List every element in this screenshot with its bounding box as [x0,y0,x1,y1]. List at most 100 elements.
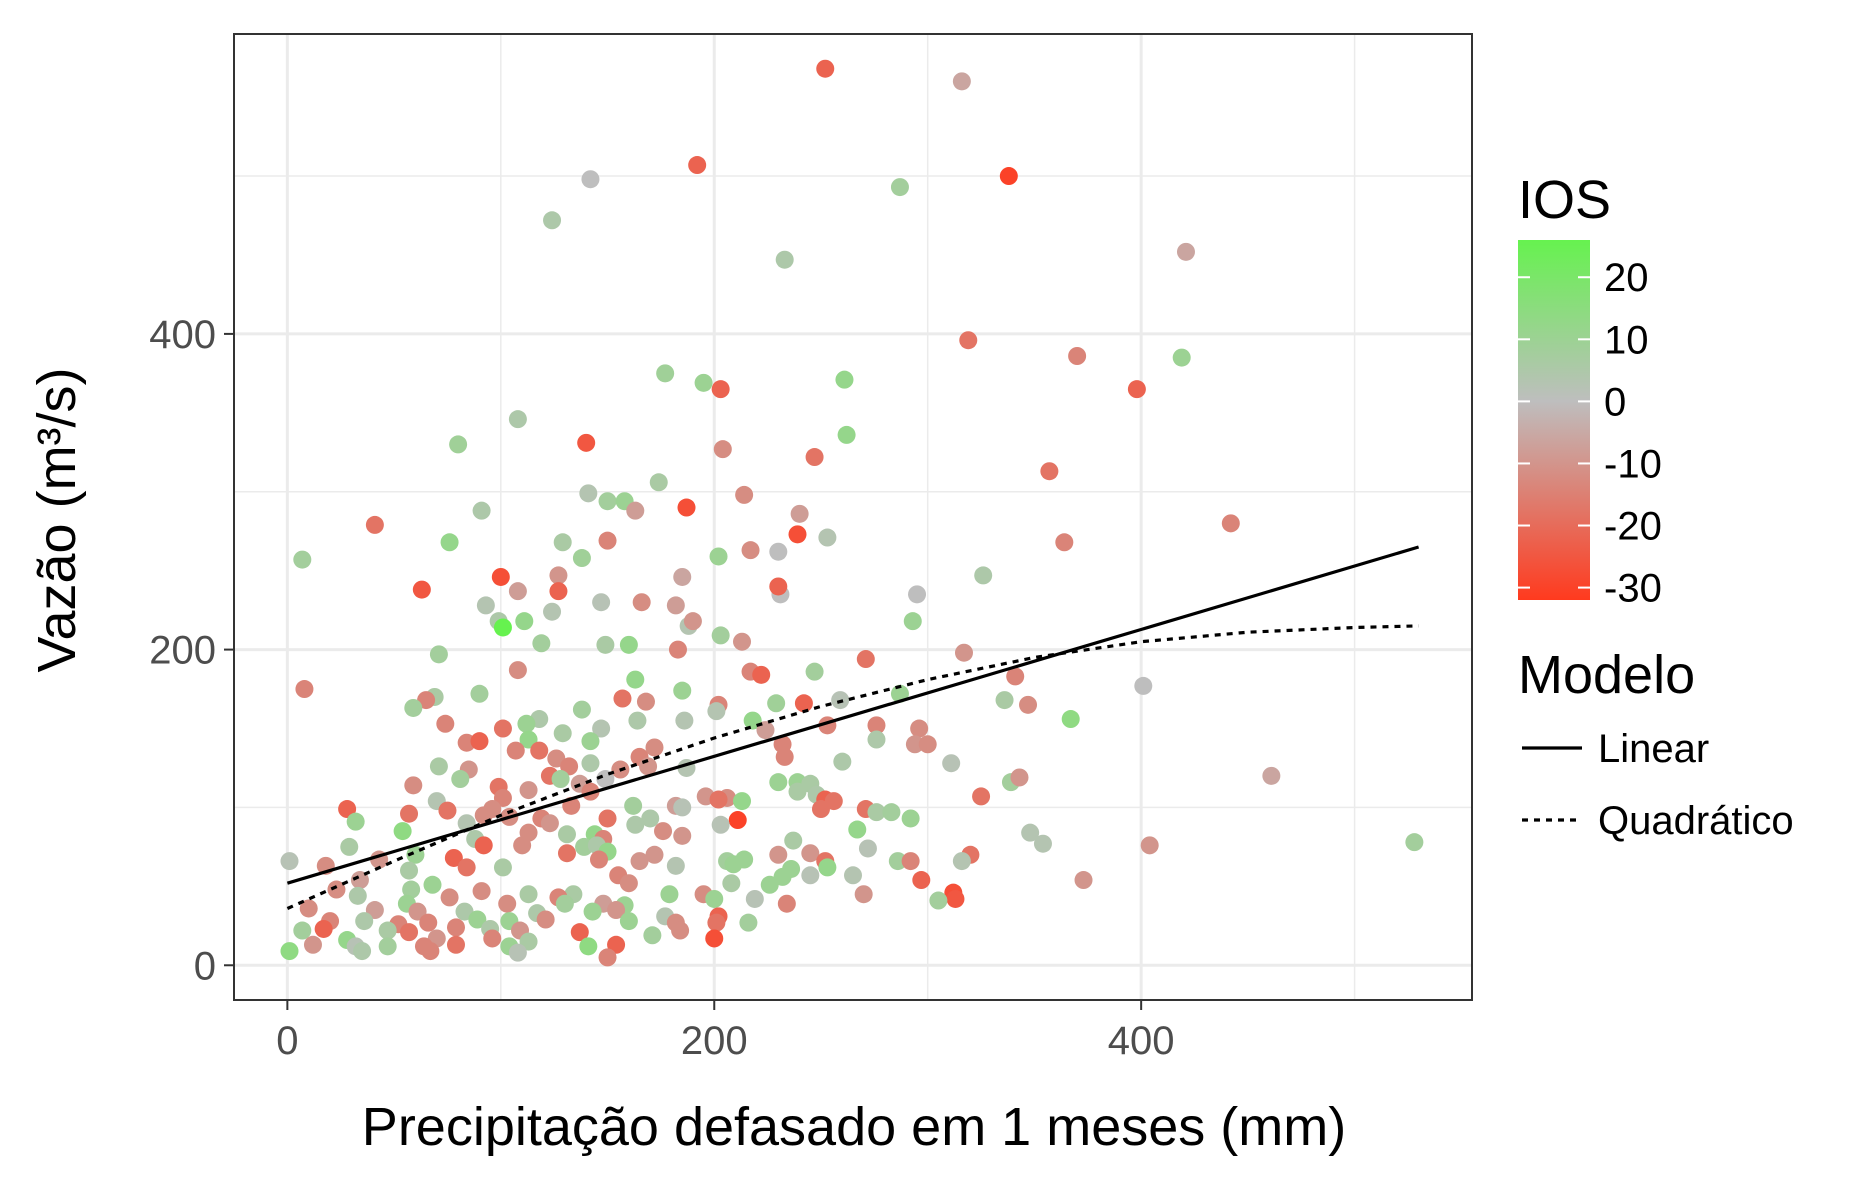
data-point [303,935,322,954]
line-legend-title: Modelo [1518,645,1695,705]
data-point [901,809,920,828]
data-point [553,724,572,743]
data-point [592,593,611,612]
data-point [867,716,886,735]
data-point [854,885,873,904]
data-point [1010,768,1029,787]
data-point [280,942,299,961]
data-point [446,918,465,937]
data-point [350,871,369,890]
data-point [929,891,948,910]
data-point [540,814,559,833]
data-point [530,741,549,760]
data-point [954,643,973,662]
data-point [429,645,448,664]
data-point [901,852,920,871]
data-point [536,910,555,929]
colorbar-tick-label: -10 [1604,442,1662,486]
data-point [346,812,365,831]
data-point [656,364,675,383]
data-point [419,913,438,932]
data-point [769,845,788,864]
data-point [493,719,512,738]
data-point [645,845,664,864]
data-point [613,689,632,708]
data-point [811,800,830,819]
y-tick-label: 0 [194,944,216,988]
data-point [1176,242,1195,261]
data-point [532,634,551,653]
data-point [654,822,673,841]
data-point [995,691,1014,710]
data-point [440,888,459,907]
data-point [722,874,741,893]
data-point [867,730,886,749]
data-point [280,852,299,871]
data-point [365,515,384,534]
line-legend: Modelo Linear Quadrático [1518,645,1794,843]
data-point [1040,462,1059,481]
data-point [579,484,598,503]
data-point [472,501,491,520]
data-point [519,781,538,800]
data-point [735,485,754,504]
data-point [707,702,726,721]
data-point [912,871,931,890]
data-point [457,858,476,877]
data-point [1134,676,1153,695]
points [280,59,1424,967]
data-point [483,929,502,948]
data-point [788,525,807,544]
data-point [643,926,662,945]
data-point [641,809,660,828]
data-point [775,747,794,766]
data-point [355,912,374,931]
data-point [952,72,971,91]
data-point [293,921,312,940]
data-point [666,596,685,615]
data-point [666,856,685,875]
data-point [1221,514,1240,533]
data-point [338,800,357,819]
data-point [412,580,431,599]
data-point [999,167,1018,186]
data-point [677,498,696,517]
data-point [683,612,702,631]
data-point [549,582,568,601]
data-point [543,602,562,621]
data-point [476,596,495,615]
data-point [908,585,927,604]
data-point [784,831,803,850]
data-point [777,894,796,913]
data-point [508,661,527,680]
data-point [1068,347,1087,365]
data-point [769,773,788,792]
data-point [735,850,754,869]
data-point [788,782,807,801]
data-point [423,875,442,894]
data-point [660,885,679,904]
data-point [705,929,724,948]
data-point [818,858,837,877]
data-point [867,803,886,822]
line-legend-entries: Linear Quadrático [1522,727,1794,843]
data-point [694,373,713,392]
data-point [752,665,771,684]
data-point [626,501,645,520]
data-point [293,550,312,569]
colorbar-tick-label: 20 [1604,256,1649,300]
data-point [705,889,724,908]
data-point [560,757,579,776]
data-point [848,820,867,839]
data-point [711,626,730,645]
data-point [903,612,922,631]
data-point [630,852,649,871]
data-point [348,886,367,905]
data-point [649,473,668,492]
color-legend-bar [1518,240,1590,600]
data-point [404,698,423,717]
data-point [733,632,752,651]
data-point [572,700,591,719]
data-point [553,533,572,552]
data-point [728,811,747,830]
